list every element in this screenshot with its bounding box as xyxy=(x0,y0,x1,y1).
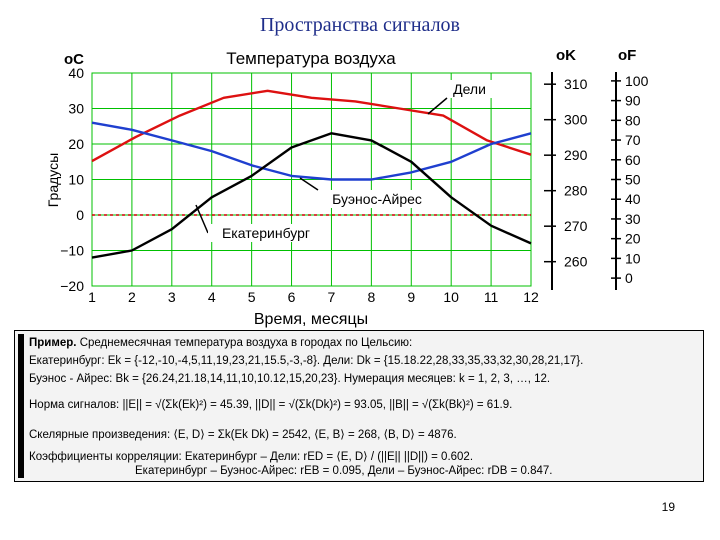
x-tick-label: 2 xyxy=(128,289,136,305)
series-label-background xyxy=(447,80,492,98)
x-tick-label: 3 xyxy=(168,289,176,305)
x-axis-label: Время, месяцы xyxy=(254,311,368,328)
kelvin-tick-label: 270 xyxy=(564,218,588,234)
y-tick-label: 40 xyxy=(68,65,84,81)
kelvin-tick-label: 280 xyxy=(564,183,588,199)
x-tick-label: 12 xyxy=(523,289,539,305)
example-box: Пример. Среднемесячная температура возду… xyxy=(14,330,704,482)
example-line-5: Скелярные произведения: ⟨E, D⟩ = Σk(Ek D… xyxy=(29,429,457,441)
series-label-background xyxy=(318,190,436,208)
series-label-pointer xyxy=(427,97,448,115)
fahrenheit-tick-label: 70 xyxy=(625,132,641,148)
fahrenheit-tick-label: 30 xyxy=(625,211,641,227)
series-label: Дели xyxy=(453,81,486,97)
example-intro: Среднемесячная температура воздуха в гор… xyxy=(79,337,413,349)
example-line-4: Норма сигналов: ||E|| = √(Σk(Ek)²) = 45.… xyxy=(29,399,513,411)
example-line-7: Екатеринбург – Буэнос-Айрес: rEB = 0.095… xyxy=(135,465,553,477)
series-label: Буэнос-Айрес xyxy=(332,191,422,207)
x-tick-label: 8 xyxy=(367,289,375,305)
series-label-pointer xyxy=(299,177,319,191)
series-label: Екатеринбург xyxy=(222,225,310,241)
example-box-bar xyxy=(18,334,24,478)
y-axis-label: Градусы xyxy=(45,153,61,207)
example-line-6: Коэффициенты корреляции: Екатеринбург – … xyxy=(29,451,474,463)
fahrenheit-tick-label: 80 xyxy=(625,112,641,128)
example-line-2: Екатеринбург: Ek = {-12,-10,-4,5,11,19,2… xyxy=(29,355,584,367)
fahrenheit-tick-label: 90 xyxy=(625,93,641,109)
y-tick-label: 10 xyxy=(68,172,84,188)
fahrenheit-tick-label: 100 xyxy=(625,73,649,89)
unit-celsius: oC xyxy=(64,51,84,68)
x-tick-label: 10 xyxy=(443,289,459,305)
x-tick-label: 4 xyxy=(208,289,216,305)
chart-title: Температура воздуха xyxy=(226,49,396,68)
fahrenheit-tick-label: 50 xyxy=(625,172,641,188)
y-tick-label: −20 xyxy=(60,278,84,294)
example-label: Пример. xyxy=(29,337,77,349)
fahrenheit-tick-label: 60 xyxy=(625,152,641,168)
series-label-background xyxy=(208,224,324,242)
series-line-2 xyxy=(91,121,532,181)
kelvin-tick-label: 290 xyxy=(564,147,588,163)
x-tick-label: 11 xyxy=(484,289,499,305)
kelvin-tick-label: 260 xyxy=(564,254,588,270)
fahrenheit-tick-label: 0 xyxy=(625,270,633,286)
fahrenheit-tick-label: 20 xyxy=(625,231,641,247)
example-line-1: Пример. Среднемесячная температура возду… xyxy=(29,337,412,349)
x-tick-label: 7 xyxy=(328,289,336,305)
series-line-3 xyxy=(91,132,532,259)
fahrenheit-tick-label: 10 xyxy=(625,250,641,266)
series-line-1 xyxy=(91,89,532,163)
x-tick-label: 5 xyxy=(248,289,256,305)
y-tick-label: −10 xyxy=(60,243,84,259)
y-tick-label: 30 xyxy=(68,101,84,117)
fahrenheit-tick-label: 40 xyxy=(625,191,641,207)
unit-fahrenheit: oF xyxy=(618,47,636,64)
kelvin-tick-label: 310 xyxy=(564,76,588,92)
slide-title: Пространства сигналов xyxy=(259,14,461,36)
x-tick-label: 1 xyxy=(88,289,96,305)
y-tick-label: 0 xyxy=(76,207,84,223)
page-number: 19 xyxy=(661,500,675,514)
x-tick-label: 6 xyxy=(288,289,296,305)
kelvin-tick-label: 300 xyxy=(564,112,588,128)
unit-kelvin: oK xyxy=(556,47,576,64)
y-tick-label: 20 xyxy=(68,136,84,152)
x-tick-label: 9 xyxy=(407,289,415,305)
series-label-pointer xyxy=(195,204,209,234)
example-line-3: Буэнос - Айрес: Bk = {26.24,21.18,14,11,… xyxy=(29,373,551,385)
